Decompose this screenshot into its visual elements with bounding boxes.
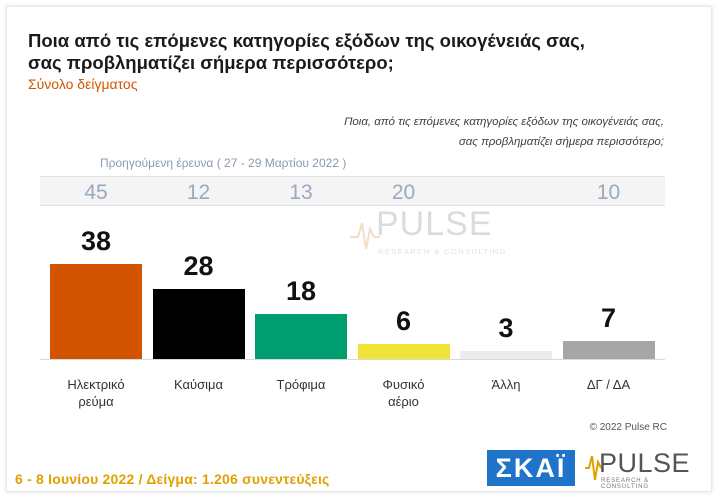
previous-value-label: 12 (186, 181, 211, 204)
category-label: ΔΓ / ΔΑ (586, 377, 631, 392)
previous-values-band (40, 176, 665, 206)
watermark-word: PULSE (376, 205, 493, 243)
previous-survey-label: Προηγούμενη έρευνα ( 27 - 29 Μαρτίου 202… (100, 156, 347, 170)
watermark-subtitle: RESEARCH & CONSULTING (378, 247, 507, 256)
bar-value-label: 18 (285, 276, 317, 306)
band-top-line (40, 176, 665, 177)
band-bottom-line (40, 205, 665, 206)
bar (562, 341, 655, 359)
pulse-logo-wave-icon (585, 455, 601, 481)
chart-baseline (40, 359, 665, 360)
skai-logo: ΣΚΑΪ (487, 450, 575, 486)
category-label: Τρόφιμα (276, 377, 326, 392)
copyright-text: © 2022 Pulse RC (589, 422, 667, 433)
footer-survey-info: 6 - 8 Ιουνίου 2022 / Δείγμα: 1.206 συνεν… (15, 471, 330, 487)
question-line-1: Ποια, από τις επόμενες κατηγορίες εξόδων… (344, 116, 664, 128)
previous-value-label: 13 (289, 181, 313, 204)
question-note: Ποια, από τις επόμενες κατηγορίες εξόδων… (344, 112, 664, 152)
category-label: Ηλεκτρικό ρεύμα (67, 377, 125, 409)
chart-subtitle: Σύνολο δείγματος (28, 76, 138, 92)
bar-value-label: 6 (395, 306, 412, 336)
bar-value-label: 38 (80, 226, 112, 256)
bar-value-label: 28 (183, 251, 214, 281)
bar-value-label: 3 (498, 313, 514, 343)
pulse-logo-word: PULSE (599, 448, 691, 478)
question-line-2: σας προβληματίζει σήμερα περισσότερο; (458, 136, 664, 148)
pulse-logo-subtitle: RESEARCH & CONSULTING (601, 478, 650, 490)
previous-value-label: 20 (391, 181, 416, 204)
chart-card (6, 6, 712, 492)
category-label: Άλλη (491, 377, 521, 392)
category-label: Φυσικό αέριο (382, 377, 425, 409)
pulse-logo: PULSE RESEARCH & CONSULTING (585, 448, 695, 490)
bar (50, 264, 142, 359)
bar-value-label: 7 (600, 303, 617, 333)
category-label: Καύσιμα (173, 377, 224, 392)
pulse-wave-icon (350, 222, 380, 250)
bar (152, 289, 245, 359)
previous-value-label: 45 (84, 181, 108, 204)
bar (357, 344, 450, 359)
pulse-watermark: PULSE RESEARCH & CONSULTING (350, 205, 520, 265)
previous-value-label: 10 (596, 181, 621, 204)
bar (460, 351, 552, 359)
bar (255, 314, 347, 359)
chart-title: Ποια από τις επόμενες κατηγορίες εξόδων … (28, 30, 585, 73)
